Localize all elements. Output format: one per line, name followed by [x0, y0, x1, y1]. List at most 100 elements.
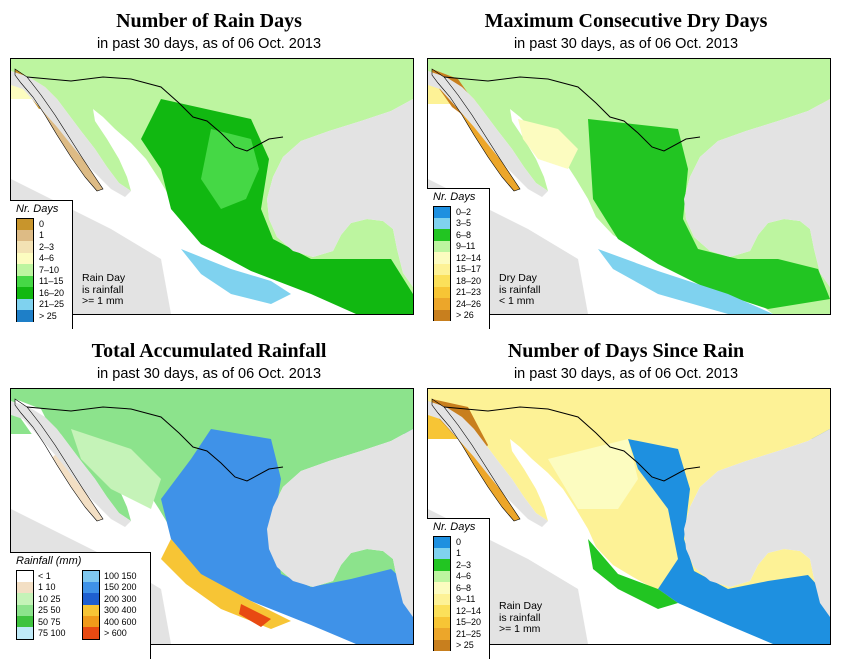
- legend-item: 9–11: [427, 593, 489, 605]
- low-rain-region: [71, 429, 161, 509]
- legend-label: 6–8: [456, 582, 472, 593]
- long-dry-region: [518, 119, 578, 169]
- legend-label: 150 200: [104, 582, 137, 593]
- legend-item: 1: [10, 229, 72, 241]
- panel-subtitle: in past 30 days, as of 06 Oct. 2013: [513, 366, 739, 382]
- legend-item: 3–5: [427, 217, 489, 229]
- legend-rows: 0 1 2–3 4–6 6–8 9–11 12–14 15–20 21–25 > 25: [427, 535, 489, 651]
- legend-swatch: [82, 593, 100, 605]
- days-since-rain-legend: Nr. Days 0 1 2–3 4–6 6–8 9–11 12–14 15–20 21–25 >…: [427, 518, 490, 659]
- legend-swatch: [433, 535, 451, 548]
- legend-swatch: [433, 309, 451, 321]
- legend-label: 100 150: [104, 570, 137, 581]
- dry-days-panel: Maximum Consecutive Dry Days in past 30 …: [417, 0, 835, 329]
- days-since-rain-map: [427, 388, 831, 645]
- legend-label: 7–10: [39, 264, 60, 275]
- legend-label: 2–3: [39, 241, 55, 252]
- legend-label: 4–6: [456, 571, 472, 582]
- panel-title: Maximum Consecutive Dry Days: [484, 10, 768, 32]
- legend-item: 24–26: [427, 298, 489, 310]
- legend-label: 200 300: [104, 593, 137, 604]
- legend-item: 50 75: [16, 616, 76, 628]
- legend-label: > 25: [456, 640, 474, 651]
- legend-swatch: [433, 582, 451, 594]
- legend-label: 12–14: [456, 252, 482, 263]
- legend-swatch: [82, 604, 100, 616]
- legend-item: > 25: [10, 310, 72, 322]
- panel-title: Number of Rain Days: [116, 10, 302, 32]
- very-short-dry-region: [598, 249, 773, 314]
- days-since-rain-panel: Number of Days Since Rain in past 30 day…: [417, 330, 835, 659]
- legend-swatch: [16, 229, 34, 241]
- pale-region: [548, 439, 638, 509]
- panel-title: Total Accumulated Rainfall: [91, 340, 327, 362]
- panel-subtitle: in past 30 days, as of 06 Oct. 2013: [96, 366, 322, 382]
- legend-item: 10 25: [16, 593, 76, 605]
- legend-item: 6–8: [427, 582, 489, 594]
- legend-label: 25 50: [38, 605, 61, 616]
- legend-item: 1 10: [16, 581, 76, 593]
- legend-label: 1: [456, 548, 462, 559]
- legend-swatch: [16, 593, 34, 605]
- legend-item: 2–3: [10, 241, 72, 253]
- legend-item: > 26: [427, 309, 489, 321]
- legend-item: > 600: [82, 627, 142, 640]
- rainfall-panel: Total Accumulated Rainfall in past 30 da…: [0, 330, 418, 659]
- legend-item: 15–20: [427, 616, 489, 628]
- legend-item: 0–2: [427, 205, 489, 218]
- legend-label: 18–20: [456, 275, 482, 286]
- legend-swatch: [433, 217, 451, 229]
- legend-swatch: [433, 570, 451, 582]
- legend-swatch: [433, 286, 451, 298]
- legend-item: 150 200: [82, 581, 142, 593]
- legend-label: 1 10: [38, 582, 56, 593]
- legend-title: Nr. Days: [433, 191, 476, 203]
- legend-rows: 0 1 2–3 4–6 7–10 11–15 16–20 21–25 > 25: [10, 217, 72, 322]
- panel-subtitle: in past 30 days, as of 06 Oct. 2013: [513, 36, 739, 52]
- legend-item: 12–14: [427, 252, 489, 264]
- legend-label: 75 100: [38, 628, 66, 639]
- legend-label: 0: [39, 218, 45, 229]
- legend-label: 21–23: [456, 287, 482, 298]
- legend-label: 2–3: [456, 559, 472, 570]
- legend-swatch: [16, 217, 34, 230]
- legend-swatch: [82, 627, 100, 640]
- legend-swatch: [16, 298, 34, 310]
- panel-title: Number of Days Since Rain: [507, 340, 745, 362]
- legend-label: 50 75: [38, 616, 61, 627]
- dry-days-legend: Nr. Days 0–2 3–5 6–8 9–11 12–14 15–17 18–20 21–…: [427, 188, 490, 329]
- legend-column-right: 100 150 150 200 200 300 300 400 400 600 > 600: [82, 569, 142, 640]
- dry-days-map: [427, 58, 831, 315]
- legend-label: 0–2: [456, 206, 472, 217]
- legend-title: Nr. Days: [433, 521, 476, 533]
- legend-item: 1: [427, 547, 489, 559]
- legend-swatch: [433, 205, 451, 218]
- legend-item: 15–17: [427, 263, 489, 275]
- legend-swatch: [433, 298, 451, 310]
- legend-rows: 0–2 3–5 6–8 9–11 12–14 15–17 18–20 21–23 24–26 > …: [427, 205, 489, 321]
- legend-swatch: [433, 229, 451, 241]
- legend-label: 3–5: [456, 218, 472, 229]
- legend-swatch: [433, 275, 451, 287]
- legend-swatch: [16, 287, 34, 299]
- legend-item: 4–6: [10, 252, 72, 264]
- legend-swatch: [16, 604, 34, 616]
- legend-item: 0: [427, 535, 489, 548]
- legend-item: 9–11: [427, 240, 489, 252]
- legend-item: 200 300: [82, 593, 142, 605]
- recent-rain-region: [628, 439, 830, 644]
- very-high-rain-region: [161, 539, 291, 629]
- green-region: [588, 539, 678, 609]
- legend-item: 12–14: [427, 605, 489, 617]
- legend-item: 11–15: [10, 275, 72, 287]
- legend-item: 6–8: [427, 229, 489, 241]
- legend-item: 4–6: [427, 570, 489, 582]
- legend-item: > 25: [427, 639, 489, 651]
- legend-item: 25 50: [16, 604, 76, 616]
- legend-label: 6–8: [456, 229, 472, 240]
- legend-label: 9–11: [456, 594, 476, 605]
- legend-swatch: [82, 616, 100, 628]
- legend-label: 4–6: [39, 253, 55, 264]
